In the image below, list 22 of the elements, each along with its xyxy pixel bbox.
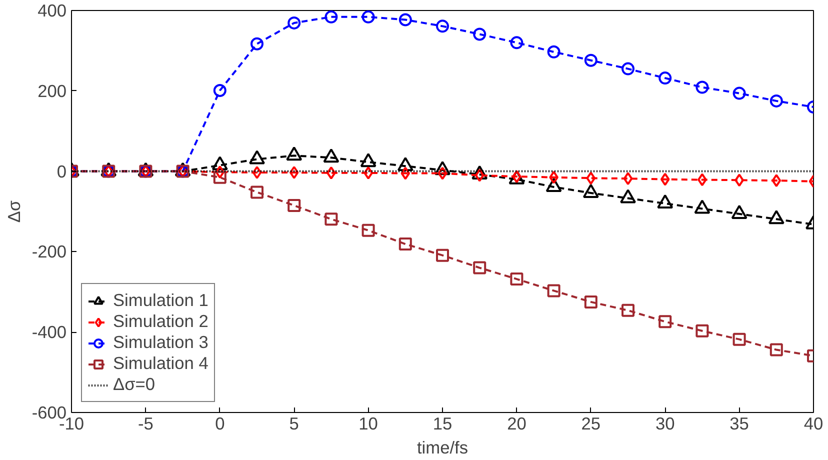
y-tick-label: 400 — [38, 0, 67, 20]
x-tick-label: 10 — [358, 414, 378, 434]
y-axis-title: Δσ — [4, 200, 24, 223]
x-tick-label: 30 — [655, 414, 675, 434]
y-tick-label: -200 — [32, 242, 67, 262]
x-tick-label: -5 — [138, 414, 154, 434]
x-axis-title: time/fs — [416, 438, 468, 458]
y-tick-label: 200 — [38, 80, 67, 101]
legend-label: Simulation 4 — [113, 353, 208, 374]
x-tick-label: 25 — [581, 414, 601, 434]
x-tick-label: 0 — [215, 414, 225, 434]
legend-label: Simulation 3 — [113, 332, 208, 353]
x-tick-label: 20 — [507, 414, 526, 434]
legend-label: Δσ=0 — [113, 374, 156, 395]
x-tick-label: 15 — [432, 414, 452, 434]
x-tick-label: 5 — [289, 414, 299, 434]
x-tick-label: 40 — [804, 414, 824, 434]
legend-label: Simulation 2 — [113, 311, 208, 332]
y-tick-label: -400 — [32, 322, 67, 342]
legend-label: Simulation 1 — [113, 290, 208, 311]
y-tick-label: 0 — [56, 161, 67, 182]
x-tick-label: 35 — [730, 414, 749, 434]
